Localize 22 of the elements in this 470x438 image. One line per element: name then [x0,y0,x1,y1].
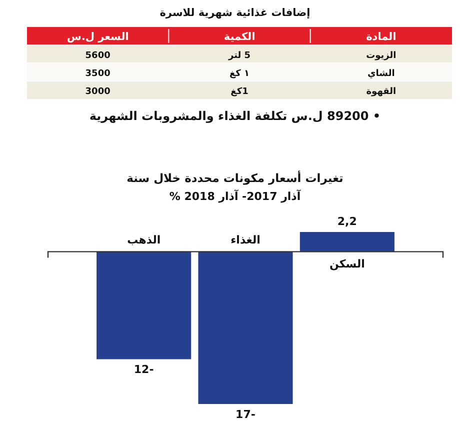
text: • 89200 ل.س تكلفة الغذاء والمشروبات الشهرية [89,109,381,123]
text: 3500 [85,69,110,79]
chart-subtitle: آذار 2017- آذار 2018 % [169,189,301,203]
text: 5600 [85,51,110,61]
text: الشاي [368,69,395,79]
text: الزيوت [366,51,396,61]
x-tick-label: الغذاء [230,234,260,247]
text: 5 لتر [228,51,251,61]
chart-title: تغيرات أسعار مكونات محددة خلال سنة [126,170,344,185]
data-label: 2,2 [337,215,357,228]
category-label: السعر ل.س [66,31,129,43]
x-tick-label: السكن [329,258,365,271]
text: إضافات غذائية شهرية للاسرة [160,7,310,19]
category-label: المادة [366,31,396,43]
text: 3000 [85,87,110,97]
x-tick-label: الذهب [127,234,161,247]
text: ١ كغ [229,69,250,79]
text: 1كغ [230,87,248,97]
category-label: الكمية [224,31,256,43]
data-label: -17 [236,408,256,421]
text: القهوة [366,87,396,97]
data-label: -12 [134,363,154,376]
